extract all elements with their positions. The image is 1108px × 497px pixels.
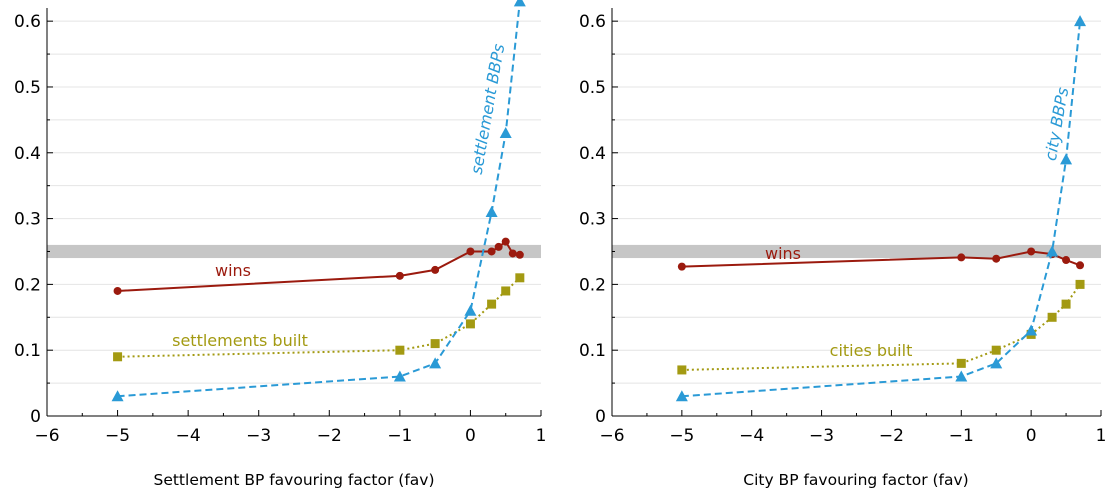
left-chart-settlement: 0 0.1 0.2 0.3 0.4 0.5 0.6 −6 −5 −4 −3 −2 −1 0 1 Settlem… (14, 0, 546, 489)
x-tick-label: −2 (879, 426, 904, 446)
data-point (111, 390, 124, 402)
x-axis-title: City BP favouring factor (fav) (743, 471, 968, 489)
data-point (957, 253, 966, 262)
series-label: settlements built (172, 331, 308, 350)
x-tick-label: 0 (1026, 426, 1037, 446)
x-tick-label: 1 (536, 426, 547, 446)
data-point (1060, 153, 1073, 165)
y-tick-label: 0.2 (579, 275, 606, 295)
data-point (1061, 299, 1071, 309)
x-tick-label: −6 (599, 426, 624, 446)
x-tick-label: −4 (739, 426, 764, 446)
x-axis-title: Settlement BP favouring factor (fav) (153, 471, 434, 489)
data-point (465, 319, 475, 329)
data-point (430, 339, 440, 349)
data-point (395, 271, 404, 280)
data-point (393, 370, 406, 382)
x-tick-label: 1 (1096, 426, 1107, 446)
reference-band (47, 244, 541, 259)
y-tick-label: 0.5 (579, 78, 606, 98)
data-point (1027, 247, 1036, 256)
data-point (431, 265, 440, 274)
data-point (513, 0, 526, 7)
data-point (113, 352, 123, 362)
data-point (1062, 256, 1071, 265)
data-point (677, 365, 687, 375)
x-tick-label: −5 (669, 426, 694, 446)
series-line (681, 21, 1082, 398)
data-point (485, 206, 498, 217)
data-point (1025, 324, 1038, 336)
data-point (395, 345, 405, 355)
y-tick-label: 0.6 (14, 12, 41, 32)
right-chart-city: 0 0.1 0.2 0.3 0.4 0.5 0.6 −6 −5 −4 −3 −2 −1 0 1 City BP… (579, 8, 1106, 489)
y-tick-label: 0.6 (579, 12, 606, 32)
data-point (464, 304, 477, 316)
data-point (487, 247, 496, 256)
y-tick-label: 0.1 (579, 341, 606, 361)
data-point (677, 262, 686, 271)
y-tick-label: 0 (595, 407, 606, 427)
data-point (508, 249, 517, 258)
data-point (494, 242, 503, 251)
data-point (992, 254, 1001, 263)
x-tick-label: 0 (465, 426, 476, 446)
data-point (499, 127, 512, 139)
x-tick-label: −3 (246, 426, 271, 446)
series-label: city BBPs (1041, 86, 1073, 162)
series-2 (111, 0, 526, 402)
data-point (990, 357, 1003, 369)
series-1 (113, 273, 525, 362)
data-point (515, 273, 525, 283)
data-point (991, 345, 1001, 355)
y-tick-label: 0.4 (14, 144, 41, 164)
y-tick-label: 0.3 (14, 210, 41, 230)
reference-band (612, 244, 1101, 259)
data-point (501, 237, 510, 246)
x-tick-label: −5 (105, 426, 130, 446)
series-0 (113, 237, 524, 295)
y-tick-label: 0.4 (579, 144, 606, 164)
y-tick-label: 0.5 (14, 78, 41, 98)
data-point (466, 247, 475, 256)
series-label: cities built (830, 341, 913, 360)
data-point (1046, 245, 1059, 257)
data-point (515, 250, 524, 259)
data-point (675, 390, 688, 402)
data-point (501, 286, 511, 296)
data-point (956, 358, 966, 368)
x-tick-label: −4 (176, 426, 201, 446)
data-point (113, 286, 122, 295)
x-tick-label: −3 (809, 426, 834, 446)
series-0 (677, 247, 1085, 271)
y-tick-label: 0 (30, 407, 41, 427)
y-tick-label: 0.2 (14, 275, 41, 295)
data-point (1076, 261, 1085, 270)
data-point (955, 370, 968, 382)
x-tick-label: −1 (949, 426, 974, 446)
x-tick-label: −1 (387, 426, 412, 446)
data-point (487, 299, 497, 309)
series-label: wins (215, 261, 251, 280)
y-tick-label: 0.3 (579, 210, 606, 230)
data-point (429, 357, 442, 369)
x-tick-label: −2 (317, 426, 342, 446)
data-point (1075, 279, 1085, 289)
series-1 (677, 279, 1085, 375)
series-label: wins (765, 244, 801, 263)
x-tick-label: −6 (34, 426, 59, 446)
data-point (1047, 312, 1057, 322)
series-2 (675, 15, 1087, 402)
data-point (1074, 15, 1087, 27)
y-tick-label: 0.1 (14, 341, 41, 361)
